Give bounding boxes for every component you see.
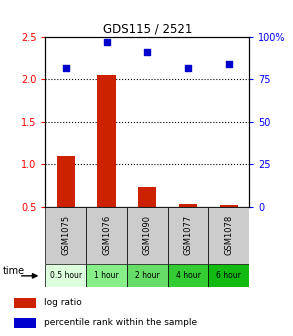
Point xyxy=(104,39,109,45)
Bar xyxy=(127,207,168,264)
Bar xyxy=(208,264,249,287)
Bar xyxy=(168,207,208,264)
Text: 0.5 hour: 0.5 hour xyxy=(50,271,82,280)
Bar xyxy=(219,205,238,207)
Bar xyxy=(168,264,208,287)
Text: 2 hour: 2 hour xyxy=(135,271,160,280)
Bar xyxy=(208,207,249,264)
Point xyxy=(145,49,150,55)
Text: percentile rank within the sample: percentile rank within the sample xyxy=(44,318,197,327)
Text: GSM1076: GSM1076 xyxy=(102,215,111,255)
Bar xyxy=(45,264,86,287)
Text: 6 hour: 6 hour xyxy=(216,271,241,280)
Bar xyxy=(86,207,127,264)
Point xyxy=(186,65,190,70)
Bar xyxy=(179,204,197,207)
Text: 4 hour: 4 hour xyxy=(176,271,200,280)
Text: GSM1077: GSM1077 xyxy=(183,215,193,255)
Bar xyxy=(97,75,116,207)
Text: GSM1075: GSM1075 xyxy=(61,215,70,255)
Text: time: time xyxy=(3,266,25,276)
Text: GSM1090: GSM1090 xyxy=(143,215,152,255)
Bar xyxy=(14,318,36,328)
Text: GSM1078: GSM1078 xyxy=(224,215,233,255)
Bar xyxy=(86,264,127,287)
Point xyxy=(64,65,68,70)
Bar xyxy=(45,207,86,264)
Bar xyxy=(138,187,156,207)
Text: 1 hour: 1 hour xyxy=(94,271,119,280)
Title: GDS115 / 2521: GDS115 / 2521 xyxy=(103,23,192,36)
Bar xyxy=(57,156,75,207)
Point xyxy=(226,61,231,67)
Bar xyxy=(14,298,36,308)
Bar xyxy=(127,264,168,287)
Text: log ratio: log ratio xyxy=(44,298,82,307)
